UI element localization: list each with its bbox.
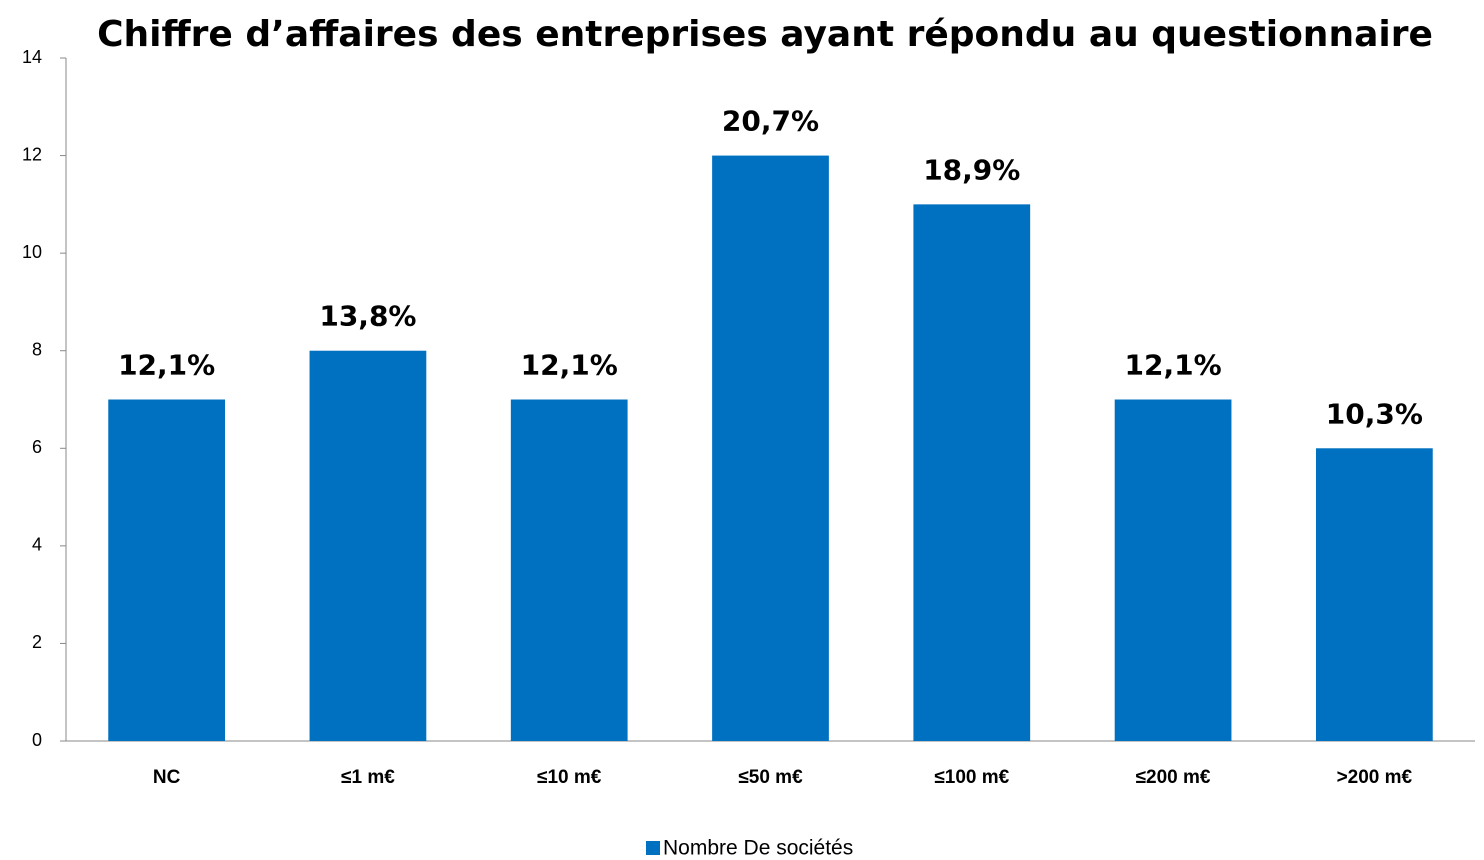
legend-swatch <box>646 841 660 855</box>
x-tick-label: ≤100 m€ <box>934 767 1009 788</box>
bar <box>510 399 628 741</box>
y-tick-label: 12 <box>22 144 42 164</box>
chart-title: Chiffre d’affaires des entreprises ayant… <box>97 14 1433 55</box>
x-tick-label: ≤200 m€ <box>1136 767 1211 788</box>
y-tick-label: 8 <box>32 339 42 359</box>
x-tick-label: ≤10 m€ <box>537 767 602 788</box>
x-tick-label: NC <box>153 767 181 788</box>
data-label: 12,1% <box>118 349 215 382</box>
bar <box>309 350 427 741</box>
y-tick-label: 10 <box>22 242 42 262</box>
data-label: 20,7% <box>722 105 819 138</box>
x-tick-label: >200 m€ <box>1337 767 1413 788</box>
bar <box>1315 448 1433 741</box>
data-label: 10,3% <box>1326 397 1423 430</box>
data-label: 12,1% <box>1125 349 1222 382</box>
bar <box>712 155 829 742</box>
bar <box>1114 399 1232 741</box>
y-tick-label: 6 <box>32 437 42 457</box>
legend-label: Nombre De sociétés <box>663 837 853 860</box>
y-tick-label: 0 <box>32 730 42 750</box>
data-label: 12,1% <box>521 349 618 382</box>
y-tick-label: 14 <box>22 47 42 67</box>
y-tick-label: 4 <box>32 535 42 555</box>
data-label: 13,8% <box>319 300 416 333</box>
data-label: 18,9% <box>923 153 1020 186</box>
y-tick-label: 2 <box>32 632 42 652</box>
bar <box>108 399 226 741</box>
x-tick-label: ≤1 m€ <box>341 767 395 788</box>
bar <box>913 204 1031 741</box>
x-tick-label: ≤50 m€ <box>738 767 803 788</box>
